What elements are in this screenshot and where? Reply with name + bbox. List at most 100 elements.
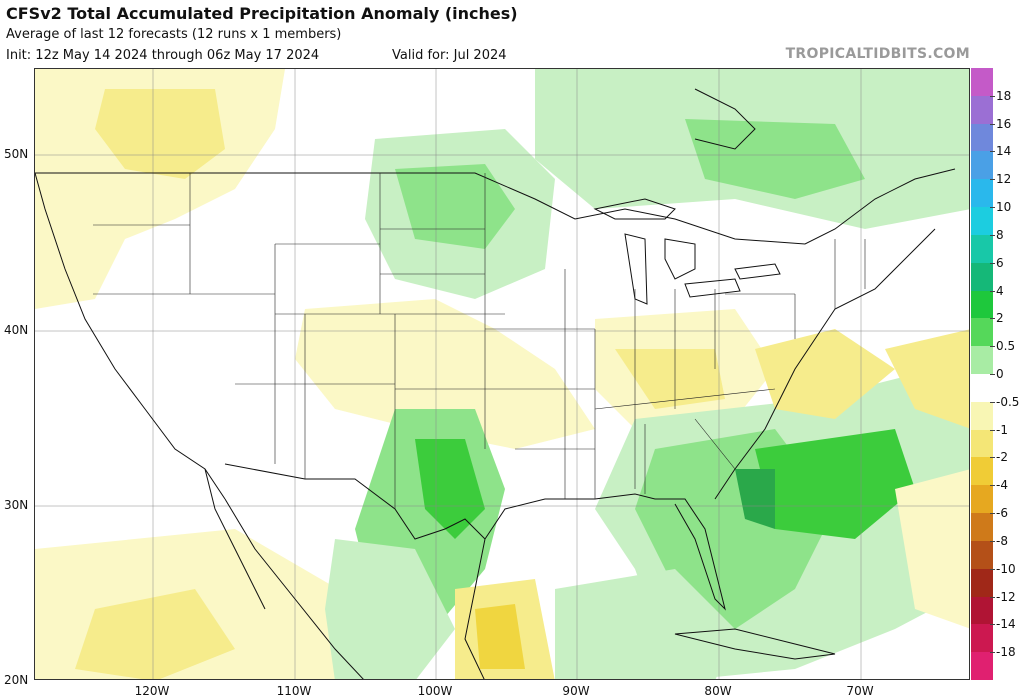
colorbar-label: 2 [996,311,1004,326]
us-canada-border [35,168,956,245]
precip-anomaly-map [34,68,970,680]
canada-coast [694,88,756,150]
mexico-pacific-coast [224,498,364,679]
colorbar-tick [990,318,995,320]
site-watermark: TROPICALTIDBITS.COM [785,46,970,62]
colorbar-tick [990,540,995,542]
colorbar-label: -14 [996,617,1016,632]
colorbar-label: -10 [996,561,1016,576]
lon-label-80w: 80W [704,684,732,698]
mexico-gulf-coast [464,538,486,679]
lat-label-40n: 40N [4,323,29,337]
baja-peninsula [204,468,266,610]
wet-region-mexico [325,539,455,679]
gulf-coast [484,493,726,611]
colorbar-segment [971,234,993,264]
coastlines-and-borders [35,88,956,679]
colorbar-segment [971,68,993,97]
colorbar-segment [971,652,993,681]
colorbar-segment [971,513,993,542]
colorbar-label: -12 [996,589,1016,604]
wet-region-caribbean [555,569,735,679]
dry-region-offshore [885,329,969,429]
dry-region-gulf-core [475,604,525,669]
colorbar-tick [990,624,995,626]
lat-label-50n: 50N [4,147,29,161]
colorbar-segment [971,262,993,292]
colorbar-tick [990,262,995,264]
lon-label-120w: 120W [134,684,170,698]
colorbar-label: 12 [996,172,1012,187]
lat-label-30n: 30N [4,498,29,512]
anomaly-shading [35,69,969,679]
us-west-coast [35,172,226,500]
colorbar-tick [990,346,995,348]
colorbar-segment [971,290,993,319]
colorbar-label: 8 [996,227,1004,242]
colorbar-tick [990,568,995,570]
colorbar-label: 18 [996,88,1012,103]
lon-label-100w: 100W [417,684,453,698]
map-graticule [35,69,969,679]
dry-region-pacific-core [75,589,235,679]
colorbar-tick [990,290,995,292]
colorbar-tick [990,652,995,654]
colorbar-segment [971,596,993,625]
colorbar-label: -2 [996,450,1008,465]
colorbar-tick [990,95,995,97]
colorbar-tick [990,596,995,598]
colorbar-tick [990,374,995,375]
colorbar-label: 4 [996,283,1004,298]
wet-region-atlantic-max [735,469,775,529]
us-mexico-border [224,463,486,540]
colorbar-tick [990,234,995,236]
colorbar-segment [971,401,993,431]
colorbar-label: -1 [996,422,1008,437]
colorbar-segment [971,540,993,570]
colorbar-segment [971,179,993,208]
dry-region-pacnw-core [95,89,225,179]
colorbar-tick [990,151,995,153]
colorbar-label: -6 [996,506,1008,521]
colorbar-label: 6 [996,255,1004,270]
colorbar-segment [971,318,993,347]
colorbar-segment [971,207,993,236]
state-borders [93,173,866,509]
colorbar-tick [990,401,995,403]
colorbar-segment [971,624,993,653]
cuba [674,628,836,660]
lat-label-20n: 20N [4,673,29,687]
colorbar-segment [971,95,993,125]
lon-label-90w: 90W [562,684,590,698]
colorbar-label: 0.5 [996,339,1016,354]
colorbar-label: 0 [996,367,1004,381]
colorbar-label: -0.5 [996,394,1020,409]
colorbar-label: 14 [996,144,1012,159]
colorbar-tick [990,457,995,459]
dry-region-far-atlantic [895,469,969,629]
dry-region-central [295,299,595,449]
colorbar-label: -18 [996,645,1016,660]
map-canvas [35,69,969,679]
colorbar-tick [990,179,995,181]
lon-label-110w: 110W [276,684,312,698]
colorbar-segment [971,151,993,180]
great-lakes [593,198,781,305]
lon-label-70w: 70W [846,684,874,698]
colorbar-label: 10 [996,200,1012,215]
valid-time-label: Valid for: Jul 2024 [392,48,507,63]
wet-region-atlantic-core [755,429,915,539]
init-time-label: Init: 12z May 14 2024 through 06z May 17… [6,48,320,63]
colorbar-label: -4 [996,478,1008,493]
colorbar-segment [971,374,993,403]
wet-region-texas-core [415,439,485,539]
colorbar-segment [971,429,993,458]
dry-region-ohio-core [615,349,725,409]
colorbar-tick [990,429,995,431]
colorbar-tick [990,513,995,515]
colorbar-tick [990,207,995,209]
colorbar-label: 16 [996,116,1012,131]
dry-region-midatlantic [755,329,895,419]
colorbar-segment [971,123,993,152]
colorbar-segment [971,485,993,514]
